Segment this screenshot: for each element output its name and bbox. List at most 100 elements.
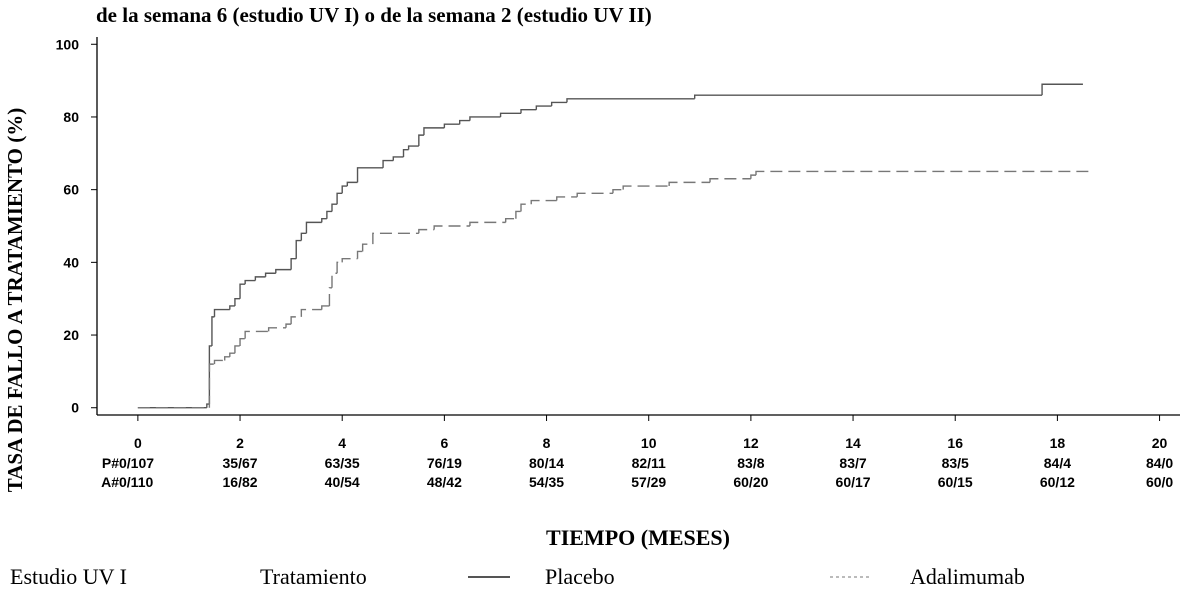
risk-value: 80/14	[529, 455, 564, 471]
risk-value: 82/11	[632, 455, 666, 471]
risk-value: 63/35	[325, 455, 360, 471]
step-segment	[254, 276, 266, 281]
step-segment	[668, 181, 711, 187]
step-segment	[459, 119, 470, 125]
step-segment	[356, 167, 384, 183]
y-axis-label: TASA DE FALLO A TRATAMIENTO (%)	[3, 108, 27, 492]
y-tick-label: 40	[63, 254, 79, 270]
x-tick-label: 4	[338, 435, 346, 451]
step-segment	[520, 108, 537, 114]
x-tick-label: 16	[947, 435, 963, 451]
risk-value: 48/42	[427, 474, 462, 490]
risk-value: 60/12	[1040, 474, 1075, 490]
risk-value: 83/8	[737, 455, 764, 471]
step-segment	[213, 308, 230, 317]
step-segment	[213, 359, 225, 365]
x-tick-label: 2	[236, 435, 244, 451]
step-segment	[234, 345, 241, 354]
step-segment	[229, 352, 235, 357]
risk-value: 84/0	[1146, 455, 1173, 471]
risk-value: 83/7	[839, 455, 866, 471]
x-tick-label: 8	[543, 435, 551, 451]
risk-row-label: A#	[101, 474, 119, 490]
step-segment	[295, 239, 302, 259]
step-segment	[469, 116, 501, 121]
step-segment	[336, 192, 343, 205]
step-segment	[356, 250, 363, 259]
step-segment	[275, 268, 292, 274]
x-tick-label: 18	[1050, 435, 1066, 451]
risk-value: 60/0	[1146, 474, 1173, 490]
legend-label: Placebo	[545, 564, 615, 589]
step-segment	[336, 261, 343, 274]
y-tick-label: 100	[56, 36, 80, 52]
risk-value: 60/15	[938, 474, 973, 490]
x-tick-label: 20	[1152, 435, 1168, 451]
x-tick-label: 12	[743, 435, 759, 451]
step-segment	[321, 218, 327, 223]
step-segment	[361, 243, 373, 252]
step-segment	[556, 196, 578, 201]
step-segment	[300, 308, 322, 317]
step-segment	[750, 174, 756, 179]
step-segment	[239, 283, 246, 299]
step-segment	[244, 279, 256, 285]
step-segment	[576, 192, 613, 197]
step-segment	[224, 356, 230, 361]
step-segment	[326, 210, 332, 219]
step-segment	[423, 127, 445, 136]
step-segment	[520, 203, 532, 212]
step-segment	[341, 258, 358, 263]
step-segment	[208, 363, 215, 408]
chart-title: de la semana 6 (estudio UV I) o de la se…	[96, 3, 652, 27]
step-segment	[206, 403, 210, 408]
step-segment	[622, 185, 670, 190]
legend-study: Estudio UV I	[10, 564, 127, 589]
risk-value: 84/4	[1044, 455, 1071, 471]
x-tick-label: 14	[845, 435, 861, 451]
step-segment	[612, 188, 624, 194]
step-segment	[321, 305, 330, 310]
x-tick-label: 10	[641, 435, 657, 451]
step-segment	[331, 203, 338, 212]
x-axis-label: TIEMPO (MESES)	[546, 525, 730, 550]
step-segment	[433, 225, 470, 230]
step-segment	[234, 297, 241, 306]
step-segment	[709, 178, 751, 183]
step-segment	[418, 228, 435, 234]
step-segment	[1041, 83, 1083, 96]
step-segment	[341, 185, 348, 194]
step-segment	[211, 316, 215, 346]
step-segment	[208, 345, 212, 405]
risk-value: 60/20	[733, 474, 768, 490]
step-segment	[328, 287, 332, 306]
step-segment	[229, 305, 235, 310]
risk-value: 40/54	[325, 474, 360, 490]
risk-row-label: P#	[102, 455, 119, 471]
risk-value: 60/17	[836, 474, 871, 490]
step-segment	[693, 94, 1043, 99]
step-segment	[530, 199, 557, 205]
step-segment	[443, 123, 460, 128]
risk-value: 0/107	[119, 455, 154, 471]
step-segment	[407, 145, 419, 150]
y-tick-label: 80	[63, 109, 79, 125]
step-segment	[331, 272, 338, 288]
risk-value: 16/82	[223, 474, 258, 490]
step-segment	[535, 105, 552, 110]
x-tick-label: 0	[134, 435, 142, 451]
x-tick-label: 6	[440, 435, 448, 451]
step-segment	[755, 170, 1094, 176]
step-segment	[346, 181, 358, 187]
y-tick-label: 20	[63, 327, 79, 343]
risk-value: 83/5	[942, 455, 969, 471]
step-segment	[305, 221, 322, 234]
step-segment	[290, 258, 297, 270]
legend-group: Tratamiento	[260, 564, 367, 589]
legend-label: Adalimumab	[910, 564, 1025, 589]
step-segment	[515, 210, 522, 219]
step-segment	[402, 148, 409, 157]
step-segment	[285, 323, 292, 328]
step-segment	[244, 330, 269, 339]
